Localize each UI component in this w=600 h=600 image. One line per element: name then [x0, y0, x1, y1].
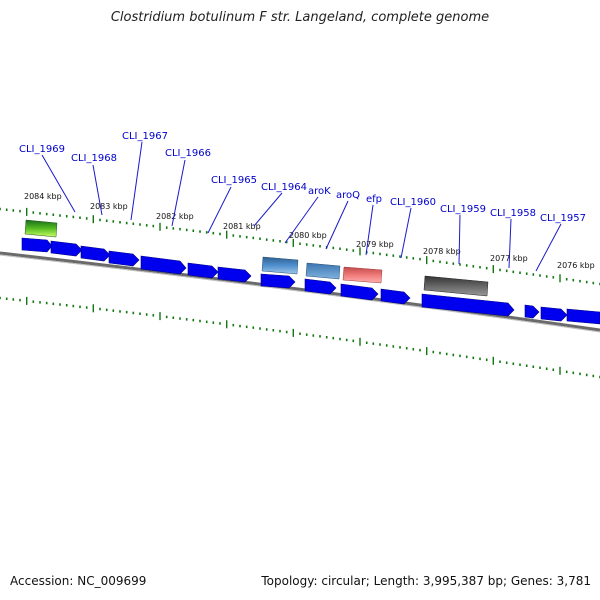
gene-label-cli-1958[interactable]: CLI_1958 — [490, 208, 536, 219]
scale-label: 2081 kbp — [223, 222, 261, 231]
gene-arrow[interactable] — [50, 240, 83, 257]
gene-label-aroq[interactable]: aroQ — [336, 190, 360, 201]
gene-label-cli-1957[interactable]: CLI_1957 — [540, 213, 586, 224]
map-title: Clostridium botulinum F str. Langeland, … — [110, 10, 490, 25]
gene-label-cli-1967[interactable]: CLI_1967 — [122, 131, 168, 142]
gene-label-efp[interactable]: efp — [366, 194, 382, 205]
scale-label: 2082 kbp — [156, 212, 194, 221]
gene-label-cli-1964[interactable]: CLI_1964 — [261, 182, 307, 193]
gene-arrow[interactable] — [108, 250, 140, 267]
gene-label-cli-1965[interactable]: CLI_1965 — [211, 175, 257, 186]
feature-box-green[interactable] — [24, 219, 58, 238]
gene-arrow[interactable] — [217, 266, 252, 283]
genome-summary: Topology: circular; Length: 3,995,387 bp… — [261, 574, 591, 588]
gene-arrow[interactable] — [340, 283, 379, 301]
gene-label-cli-1968[interactable]: CLI_1968 — [71, 153, 117, 164]
scale-label: 2084 kbp — [24, 192, 62, 201]
gene-arrow[interactable] — [304, 278, 337, 295]
gene-arrow[interactable] — [21, 237, 53, 253]
scale-label: 2077 kbp — [490, 254, 528, 263]
gene-label-cli-1966[interactable]: CLI_1966 — [165, 148, 211, 159]
gene-arrow[interactable] — [80, 245, 111, 262]
feature-box-salmon[interactable] — [342, 266, 383, 284]
gene-arrow[interactable] — [187, 262, 219, 279]
scale-label: 2078 kbp — [423, 247, 461, 256]
gene-label-cli-1969[interactable]: CLI_1969 — [19, 144, 65, 155]
feature-box-gray[interactable] — [423, 275, 489, 297]
scale-ticks-bottom — [0, 296, 600, 379]
gene-arrow[interactable] — [540, 306, 568, 322]
genome-backbone — [0, 251, 600, 332]
accession-label: Accession: NC_009699 — [10, 574, 147, 588]
gene-label-cli-1959[interactable]: CLI_1959 — [440, 204, 486, 215]
gene-arrow[interactable] — [140, 255, 187, 275]
feature-box-steelblue[interactable] — [261, 256, 299, 275]
gene-label-leaders — [41, 141, 562, 272]
gene-label-cli-1960[interactable]: CLI_1960 — [390, 197, 436, 208]
feature-box-steelblue[interactable] — [305, 262, 341, 280]
scale-label: 2083 kbp — [90, 202, 128, 211]
gene-arrow[interactable] — [260, 273, 296, 289]
gene-arrow[interactable] — [566, 308, 600, 325]
scale-ticks-top — [0, 207, 600, 286]
scale-label: 2079 kbp — [356, 240, 394, 249]
genome-backbone-highlight — [0, 254, 600, 333]
scale-label: 2076 kbp — [557, 261, 595, 270]
gene-label-arok[interactable]: aroK — [308, 186, 331, 197]
gene-arrow[interactable] — [380, 288, 411, 305]
scale-label: 2080 kbp — [289, 231, 327, 240]
gene-arrow[interactable] — [524, 304, 540, 319]
gene-arrow[interactable] — [421, 293, 515, 317]
